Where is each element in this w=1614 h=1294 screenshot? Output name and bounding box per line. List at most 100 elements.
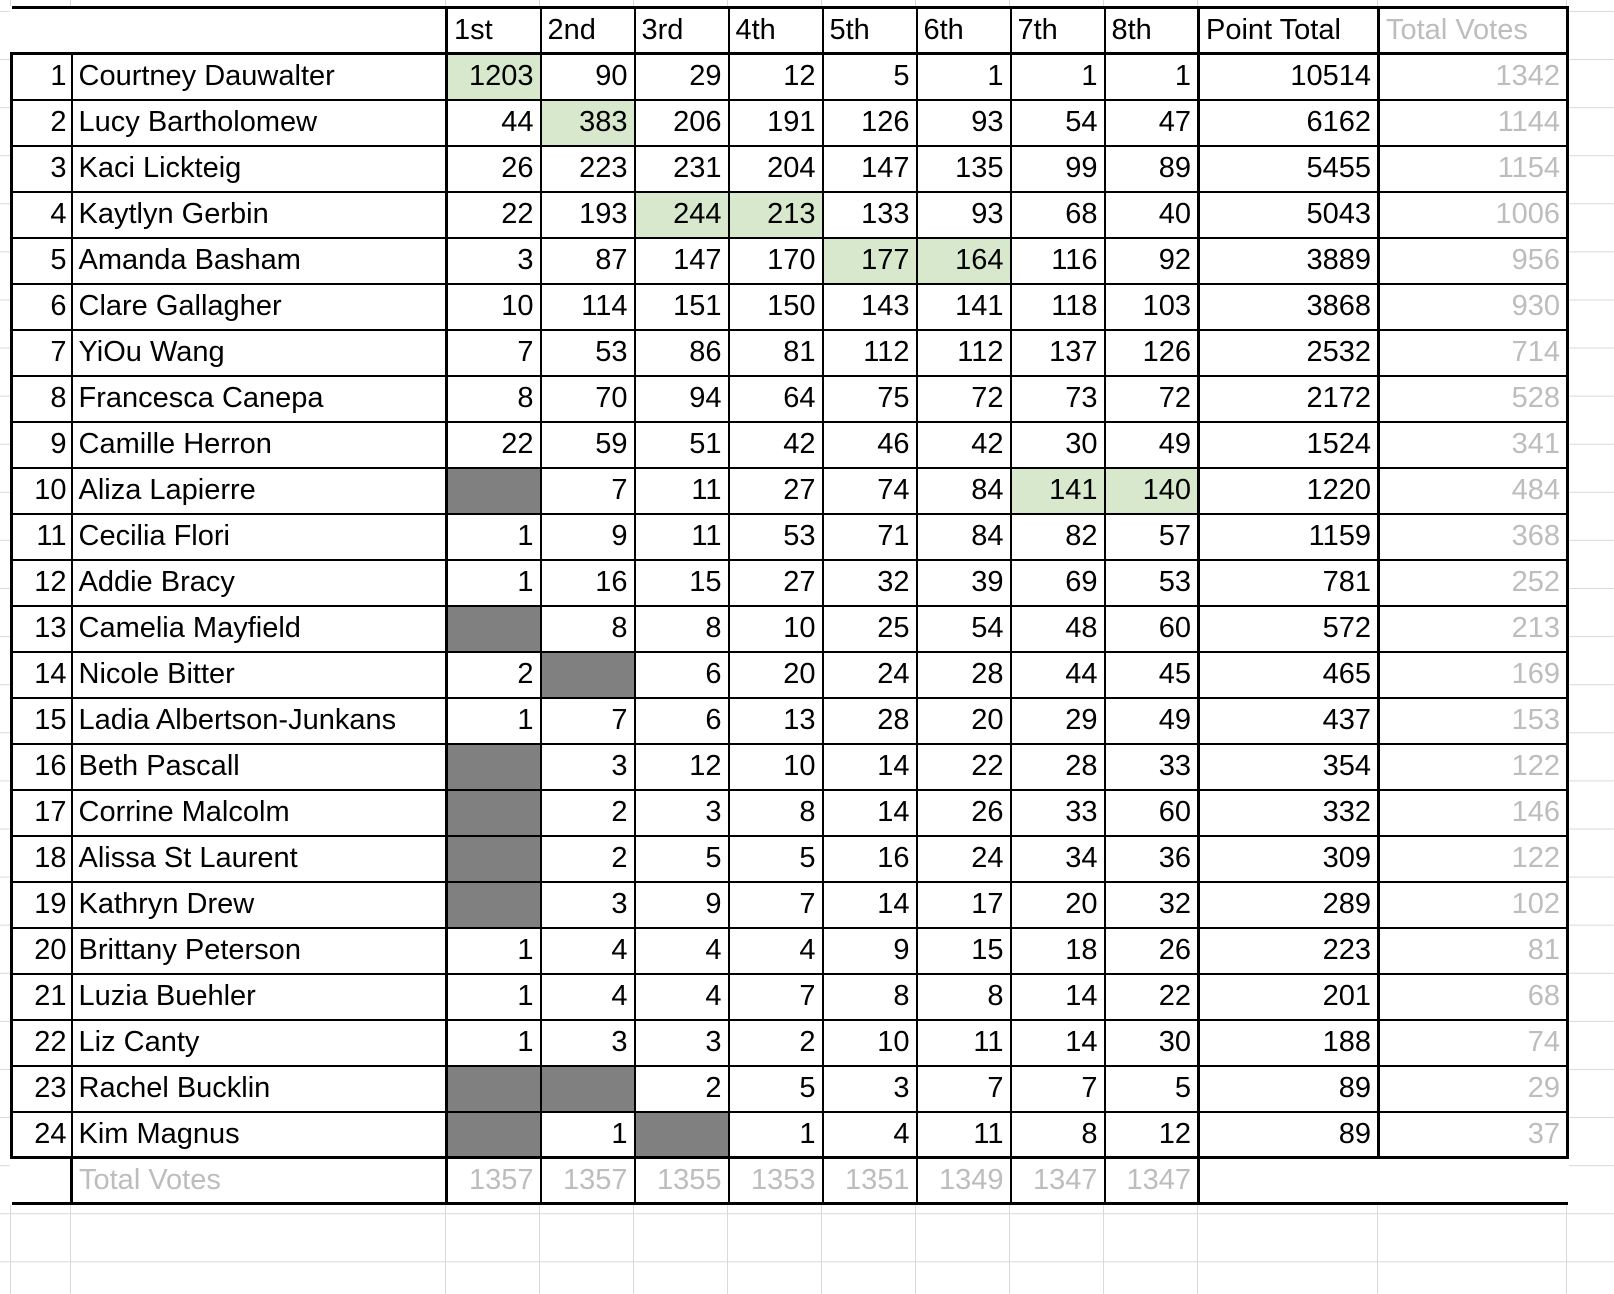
vote-cell[interactable]: 36 bbox=[1103, 834, 1200, 883]
vote-cell[interactable]: 7 bbox=[539, 466, 636, 515]
rank-cell[interactable]: 23 bbox=[10, 1064, 73, 1113]
total-votes-cell[interactable]: 368 bbox=[1377, 512, 1569, 561]
rank-cell[interactable]: 16 bbox=[10, 742, 73, 791]
total-votes-value[interactable]: 1353 bbox=[727, 1156, 824, 1205]
point-total-cell[interactable]: 188 bbox=[1197, 1018, 1380, 1067]
rank-cell[interactable]: 22 bbox=[10, 1018, 73, 1067]
total-votes-cell[interactable]: 29 bbox=[1377, 1064, 1569, 1113]
point-total-cell[interactable]: 289 bbox=[1197, 880, 1380, 929]
vote-cell[interactable]: 4 bbox=[633, 972, 730, 1021]
vote-cell[interactable]: 114 bbox=[539, 282, 636, 331]
vote-cell[interactable]: 26 bbox=[445, 144, 542, 193]
vote-cell[interactable]: 39 bbox=[915, 558, 1012, 607]
vote-cell[interactable]: 12 bbox=[633, 742, 730, 791]
vote-cell[interactable]: 10 bbox=[821, 1018, 918, 1067]
name-cell[interactable]: Ladia Albertson-Junkans bbox=[70, 696, 448, 745]
vote-cell[interactable]: 90 bbox=[539, 52, 636, 101]
vote-cell[interactable]: 6 bbox=[633, 650, 730, 699]
vote-cell[interactable]: 8 bbox=[1009, 1110, 1106, 1159]
vote-cell[interactable]: 22 bbox=[915, 742, 1012, 791]
vote-cell[interactable]: 22 bbox=[445, 190, 542, 239]
vote-cell[interactable]: 223 bbox=[539, 144, 636, 193]
vote-cell[interactable] bbox=[445, 1064, 542, 1113]
vote-cell[interactable]: 14 bbox=[821, 880, 918, 929]
vote-cell[interactable]: 15 bbox=[633, 558, 730, 607]
vote-cell[interactable]: 33 bbox=[1009, 788, 1106, 837]
vote-cell[interactable]: 20 bbox=[727, 650, 824, 699]
vote-cell[interactable]: 3 bbox=[539, 880, 636, 929]
rank-cell[interactable]: 24 bbox=[10, 1110, 73, 1159]
vote-cell[interactable]: 16 bbox=[821, 834, 918, 883]
rank-cell[interactable]: 15 bbox=[10, 696, 73, 745]
column-header-5th[interactable]: 5th bbox=[821, 6, 918, 55]
name-cell[interactable]: Lucy Bartholomew bbox=[70, 98, 448, 147]
vote-cell[interactable]: 1 bbox=[445, 558, 542, 607]
point-total-cell[interactable]: 437 bbox=[1197, 696, 1380, 745]
name-cell[interactable]: YiOu Wang bbox=[70, 328, 448, 377]
vote-cell[interactable]: 27 bbox=[727, 466, 824, 515]
vote-cell[interactable]: 3 bbox=[539, 1018, 636, 1067]
vote-cell[interactable]: 141 bbox=[1009, 466, 1106, 515]
total-votes-cell[interactable]: 1154 bbox=[1377, 144, 1569, 193]
vote-cell[interactable] bbox=[539, 1064, 636, 1113]
vote-cell[interactable]: 9 bbox=[821, 926, 918, 975]
vote-cell[interactable]: 53 bbox=[727, 512, 824, 561]
name-cell[interactable]: Beth Pascall bbox=[70, 742, 448, 791]
vote-cell[interactable]: 26 bbox=[915, 788, 1012, 837]
vote-cell[interactable]: 74 bbox=[821, 466, 918, 515]
name-cell[interactable]: Rachel Bucklin bbox=[70, 1064, 448, 1113]
vote-cell[interactable]: 8 bbox=[915, 972, 1012, 1021]
vote-cell[interactable]: 133 bbox=[821, 190, 918, 239]
vote-cell[interactable]: 89 bbox=[1103, 144, 1200, 193]
total-votes-value[interactable]: 1347 bbox=[1103, 1156, 1200, 1205]
vote-cell[interactable]: 69 bbox=[1009, 558, 1106, 607]
vote-cell[interactable]: 2 bbox=[727, 1018, 824, 1067]
column-header-point-total[interactable]: Point Total bbox=[1197, 6, 1380, 55]
vote-cell[interactable]: 8 bbox=[727, 788, 824, 837]
vote-cell[interactable]: 10 bbox=[445, 282, 542, 331]
vote-cell[interactable]: 170 bbox=[727, 236, 824, 285]
vote-cell[interactable]: 116 bbox=[1009, 236, 1106, 285]
column-header-8th[interactable]: 8th bbox=[1103, 6, 1200, 55]
vote-cell[interactable]: 10 bbox=[727, 742, 824, 791]
point-total-cell[interactable]: 309 bbox=[1197, 834, 1380, 883]
total-votes-cell[interactable]: 1006 bbox=[1377, 190, 1569, 239]
vote-cell[interactable]: 81 bbox=[727, 328, 824, 377]
total-votes-cell[interactable]: 153 bbox=[1377, 696, 1569, 745]
vote-cell[interactable]: 22 bbox=[445, 420, 542, 469]
vote-cell[interactable]: 92 bbox=[1103, 236, 1200, 285]
point-total-cell[interactable]: 5455 bbox=[1197, 144, 1380, 193]
point-total-cell[interactable]: 1220 bbox=[1197, 466, 1380, 515]
column-header-1st[interactable]: 1st bbox=[445, 6, 542, 55]
name-cell[interactable]: Amanda Basham bbox=[70, 236, 448, 285]
rank-cell[interactable]: 11 bbox=[10, 512, 73, 561]
point-total-cell[interactable]: 572 bbox=[1197, 604, 1380, 653]
vote-cell[interactable]: 64 bbox=[727, 374, 824, 423]
vote-cell[interactable]: 4 bbox=[539, 972, 636, 1021]
vote-cell[interactable]: 118 bbox=[1009, 282, 1106, 331]
vote-cell[interactable]: 5 bbox=[727, 834, 824, 883]
column-header-7th[interactable]: 7th bbox=[1009, 6, 1106, 55]
vote-cell[interactable]: 244 bbox=[633, 190, 730, 239]
vote-cell[interactable]: 87 bbox=[539, 236, 636, 285]
rank-cell[interactable]: 18 bbox=[10, 834, 73, 883]
vote-cell[interactable]: 8 bbox=[445, 374, 542, 423]
empty-cell[interactable] bbox=[1378, 1157, 1568, 1205]
vote-cell[interactable]: 164 bbox=[915, 236, 1012, 285]
total-votes-value[interactable]: 1355 bbox=[633, 1156, 730, 1205]
name-cell[interactable]: Corrine Malcolm bbox=[70, 788, 448, 837]
vote-cell[interactable]: 82 bbox=[1009, 512, 1106, 561]
rank-cell[interactable]: 5 bbox=[10, 236, 73, 285]
name-cell[interactable]: Kaytlyn Gerbin bbox=[70, 190, 448, 239]
vote-cell[interactable]: 1 bbox=[445, 696, 542, 745]
vote-cell[interactable]: 68 bbox=[1009, 190, 1106, 239]
vote-cell[interactable]: 11 bbox=[915, 1110, 1012, 1159]
point-total-cell[interactable]: 89 bbox=[1197, 1110, 1380, 1159]
vote-cell[interactable]: 177 bbox=[821, 236, 918, 285]
total-votes-value[interactable]: 1347 bbox=[1009, 1156, 1106, 1205]
vote-cell[interactable]: 3 bbox=[445, 236, 542, 285]
name-cell[interactable]: Courtney Dauwalter bbox=[70, 52, 448, 101]
total-votes-cell[interactable]: 1342 bbox=[1377, 52, 1569, 101]
column-header-2nd[interactable]: 2nd bbox=[539, 6, 636, 55]
point-total-cell[interactable]: 332 bbox=[1197, 788, 1380, 837]
